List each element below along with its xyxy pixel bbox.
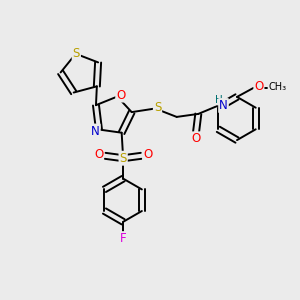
Text: S: S — [154, 100, 161, 113]
Text: O: O — [254, 80, 263, 93]
Text: F: F — [120, 232, 127, 245]
Text: N: N — [219, 99, 228, 112]
Text: S: S — [119, 152, 127, 165]
Text: N: N — [91, 124, 100, 137]
Text: O: O — [94, 148, 103, 161]
Text: S: S — [73, 47, 80, 60]
Text: O: O — [116, 88, 125, 102]
Text: O: O — [143, 148, 152, 161]
Text: H: H — [215, 94, 223, 104]
Text: CH₃: CH₃ — [268, 82, 286, 92]
Text: O: O — [191, 132, 200, 145]
